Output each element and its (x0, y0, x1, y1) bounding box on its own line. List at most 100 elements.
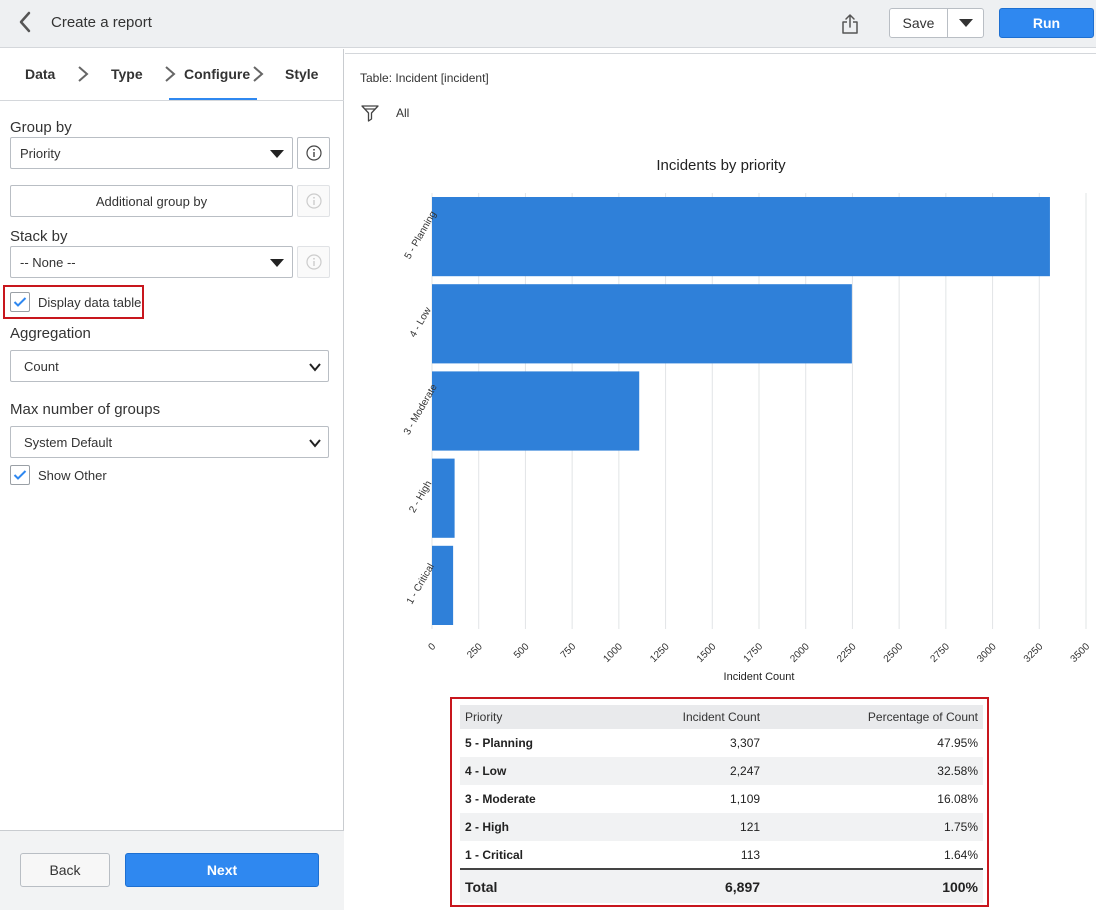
x-tick-label: 750 (559, 641, 579, 661)
chevron-right-icon (253, 66, 264, 82)
x-tick-label: 1500 (695, 641, 719, 665)
save-button[interactable]: Save (890, 9, 948, 37)
y-category-label: 2 - High (407, 479, 434, 515)
data-table-highlight: Priority Incident Count Percentage of Co… (450, 697, 989, 907)
info-icon (305, 145, 322, 161)
cell-percentage: 1.64% (943, 847, 978, 862)
aggregation-value: Count (24, 359, 59, 374)
total-label: Total (460, 868, 607, 903)
cell-count: 1,109 (730, 792, 761, 806)
cell-priority: 2 - High (460, 813, 607, 841)
table-header-row: Priority Incident Count Percentage of Co… (460, 705, 983, 729)
display-data-table-label: Display data table (38, 294, 142, 310)
stack-by-select[interactable]: -- None -- (10, 246, 293, 278)
cell-percentage: 16.08% (937, 792, 978, 806)
cell-priority: 3 - Moderate (465, 792, 536, 806)
bar[interactable] (432, 284, 852, 364)
x-tick-label: 3250 (1022, 641, 1046, 665)
save-options-button[interactable] (948, 9, 983, 37)
bar[interactable] (432, 458, 455, 538)
table-name: Table: Incident [incident] (360, 71, 489, 85)
cell-priority: 1 - Critical (465, 847, 524, 862)
display-data-table-highlight (3, 285, 144, 319)
table-row[interactable]: 2 - High 121 1.75% (460, 813, 983, 841)
cell-percentage: 47.95% (937, 736, 978, 750)
back-arrow-icon[interactable] (14, 10, 38, 34)
group-by-label: Group by (10, 119, 72, 136)
x-tick-label: 2000 (788, 641, 812, 665)
show-other-checkbox[interactable] (10, 465, 30, 485)
panel-footer: Back Next (0, 830, 344, 910)
stack-by-value: -- None -- (20, 255, 76, 270)
x-tick-label: 250 (465, 641, 485, 661)
bar[interactable] (432, 371, 640, 451)
info-icon (305, 193, 322, 209)
cell-percentage: 32.58% (765, 757, 983, 785)
run-button[interactable]: Run (999, 8, 1094, 38)
data-table: Priority Incident Count Percentage of Co… (460, 705, 983, 903)
stack-by-label: Stack by (10, 228, 68, 245)
step-data[interactable]: Data (25, 66, 56, 82)
aggregation-select[interactable]: Count (10, 350, 329, 382)
group-by-select[interactable]: Priority (10, 137, 293, 169)
y-category-label: 4 - Low (408, 305, 434, 340)
cell-count: 3,307 (730, 736, 761, 750)
total-percentage: 100% (765, 868, 983, 903)
step-type[interactable]: Type (111, 66, 143, 82)
configure-panel: Data Type Configure Style Group by Prior… (0, 49, 344, 910)
save-split-button: Save (889, 8, 984, 38)
table-total-row: Total 6,897 100% (460, 868, 983, 903)
filter-label: All (396, 106, 410, 120)
page-title: Create a report (51, 14, 152, 31)
total-count: 6,897 (606, 868, 766, 903)
step-configure[interactable]: Configure (184, 66, 251, 82)
x-axis-title: Incident Count (724, 671, 795, 683)
table-row[interactable]: 4 - Low 2,247 32.58% (460, 757, 983, 785)
column-header-percentage[interactable]: Percentage of Count (765, 705, 983, 729)
chevron-right-icon (78, 66, 89, 82)
max-groups-label: Max number of groups (10, 401, 161, 418)
chevron-down-icon (309, 439, 321, 448)
caret-down-icon (270, 150, 284, 158)
additional-group-by-button[interactable]: Additional group by (10, 185, 293, 217)
cell-count: 121 (606, 813, 766, 841)
display-data-table-row: Display data table (10, 292, 141, 312)
aggregation-label: Aggregation (10, 325, 91, 342)
next-button[interactable]: Next (125, 853, 319, 887)
column-header-priority[interactable]: Priority (460, 705, 607, 729)
caret-down-icon (958, 19, 973, 27)
cell-percentage: 1.75% (765, 813, 983, 841)
caret-down-icon (270, 259, 284, 267)
back-button[interactable]: Back (20, 853, 110, 887)
filter-icon[interactable] (360, 103, 380, 123)
cell-priority: 4 - Low (460, 757, 607, 785)
x-tick-label: 1000 (601, 641, 625, 665)
group-by-info-button[interactable] (297, 137, 330, 169)
x-tick-label: 1750 (742, 641, 766, 665)
checkmark-icon (13, 470, 27, 480)
bar[interactable] (432, 197, 1050, 277)
x-tick-label: 3500 (1069, 641, 1093, 665)
cell-priority: 5 - Planning (465, 736, 534, 750)
x-tick-label: 2750 (928, 641, 952, 665)
step-style[interactable]: Style (285, 66, 319, 82)
checkmark-icon (13, 297, 27, 307)
report-preview: Table: Incident [incident] All Incidents… (345, 49, 1096, 910)
x-tick-label: 1250 (648, 641, 672, 665)
table-row[interactable]: 1 - Critical 113 1.64% (460, 841, 983, 869)
group-by-value: Priority (20, 146, 61, 161)
table-row[interactable]: 5 - Planning 3,307 47.95% (460, 729, 983, 757)
table-row[interactable]: 3 - Moderate 1,109 16.08% (460, 785, 983, 813)
x-tick-label: 2500 (882, 641, 906, 665)
column-header-count[interactable]: Incident Count (606, 705, 766, 729)
additional-group-by-info-button (297, 185, 330, 217)
display-data-table-checkbox[interactable] (10, 292, 30, 312)
max-groups-value: System Default (24, 435, 113, 450)
show-other-row: Show Other (10, 465, 107, 485)
share-icon[interactable] (838, 12, 862, 36)
wizard-steps: Data Type Configure Style (0, 49, 344, 101)
bar[interactable] (432, 545, 454, 625)
divider (345, 53, 1096, 54)
max-groups-select[interactable]: System Default (10, 426, 329, 458)
